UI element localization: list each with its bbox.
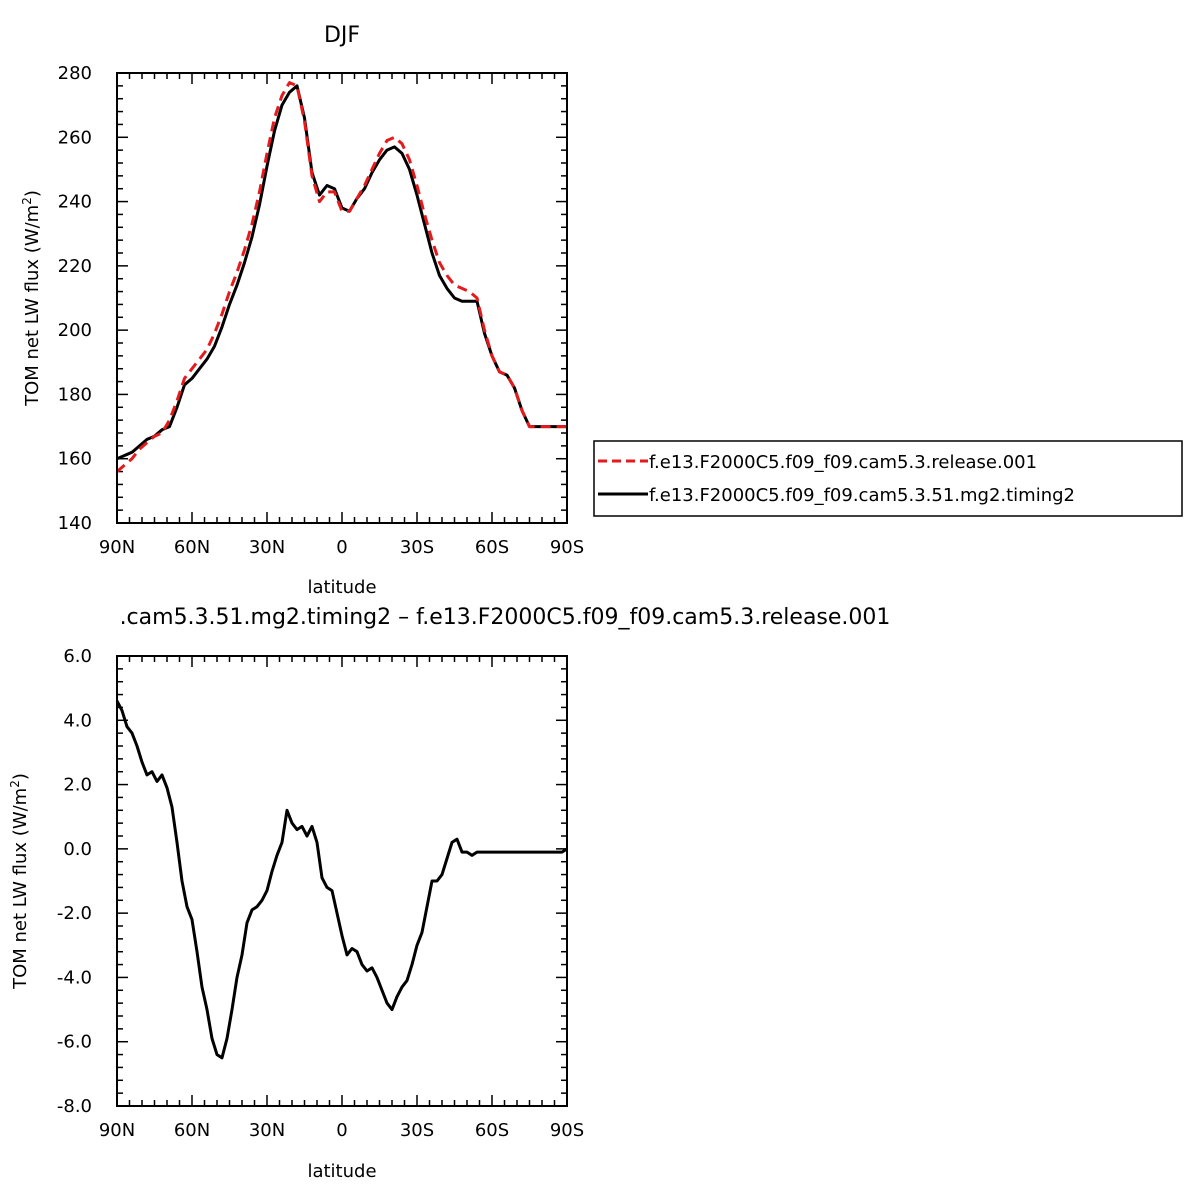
top-panel-y-axis-label-sup: 2 (20, 197, 34, 205)
bottom-x-tick-label: 90N (99, 1120, 135, 1141)
top-y-tick-label: 160 (58, 449, 92, 470)
top-series-line-0 (116, 81, 567, 473)
bottom-panel-x-axis-label: latitude (307, 1161, 376, 1182)
top-panel-x-tick-labels: 90N 60N 30N 0 30S 60S 90S (99, 537, 584, 558)
bottom-x-tick-label: 60S (475, 1120, 509, 1141)
bottom-y-tick-label: -6.0 (57, 1032, 92, 1053)
bottom-y-tick-label: -4.0 (57, 967, 92, 988)
legend-box (593, 440, 1183, 517)
top-x-tick-label: 90N (99, 537, 135, 558)
top-panel-x-axis-label: latitude (307, 577, 376, 598)
bottom-y-tick-label: 4.0 (63, 710, 92, 731)
top-x-tick-label: 30N (249, 537, 285, 558)
bottom-panel-y-axis-label-sup: 2 (8, 780, 22, 788)
top-panel-series (116, 81, 567, 473)
bottom-x-tick-label: 30N (249, 1120, 285, 1141)
top-panel-ticks (116, 72, 568, 524)
top-panel-djf: DJF 90N 60N 30N 0 30S 60S 90S 140 160 180 200 220 2… (20, 23, 1183, 598)
bottom-x-tick-label: 0 (336, 1120, 347, 1141)
top-panel-title: DJF (324, 23, 360, 48)
legend-label-timing2: f.e13.F2000C5.f09_f09.cam5.3.51.mg2.timi… (649, 485, 1075, 506)
top-panel-y-axis-label-tail: ) (22, 190, 43, 197)
top-y-tick-label: 240 (58, 192, 92, 213)
bottom-panel-difference: .cam5.3.51.mg2.timing2 – f.e13.F2000C5.f… (8, 605, 890, 1182)
top-y-tick-label: 260 (58, 127, 92, 148)
top-panel-y-axis-label: TOM net LW flux (W/m2) (20, 190, 43, 407)
top-y-tick-label: 220 (58, 256, 92, 277)
top-y-tick-label: 280 (58, 63, 92, 84)
top-panel-y-tick-labels: 140 160 180 200 220 240 260 280 (58, 63, 92, 534)
bottom-panel-series (115, 700, 568, 1060)
top-y-tick-label: 180 (58, 384, 92, 405)
bottom-y-tick-label: 6.0 (63, 646, 92, 667)
top-series-line-1 (116, 84, 567, 461)
bottom-y-tick-label: 2.0 (63, 775, 92, 796)
bottom-y-tick-label: 0.0 (63, 839, 92, 860)
top-x-tick-label: 30S (400, 537, 434, 558)
top-panel-frame (116, 72, 568, 524)
top-x-tick-label: 90S (550, 537, 584, 558)
bottom-y-tick-label: -8.0 (57, 1096, 92, 1117)
top-y-tick-label: 140 (58, 513, 92, 534)
legend-label-release: f.e13.F2000C5.f09_f09.cam5.3.release.001 (649, 452, 1037, 473)
bottom-panel-y-axis-label-tail: ) (10, 773, 31, 780)
bottom-x-tick-label: 90S (550, 1120, 584, 1141)
top-x-tick-label: 60N (174, 537, 210, 558)
top-y-tick-label: 200 (58, 320, 92, 341)
legend: f.e13.F2000C5.f09_f09.cam5.3.release.001… (593, 440, 1183, 517)
bottom-panel-x-tick-labels: 90N 60N 30N 0 30S 60S 90S (99, 1120, 584, 1141)
bottom-series-line-0 (115, 700, 568, 1060)
bottom-panel-title: .cam5.3.51.mg2.timing2 – f.e13.F2000C5.f… (120, 605, 891, 630)
bottom-x-tick-label: 30S (400, 1120, 434, 1141)
top-x-tick-label: 0 (336, 537, 347, 558)
bottom-panel-y-axis-label: TOM net LW flux (W/m2) (8, 773, 31, 990)
top-x-tick-label: 60S (475, 537, 509, 558)
bottom-x-tick-label: 60N (174, 1120, 210, 1141)
bottom-panel-y-tick-labels: -8.0 -6.0 -4.0 -2.0 0.0 2.0 4.0 6.0 (57, 646, 92, 1117)
bottom-panel-ticks (116, 655, 568, 1107)
bottom-panel-frame (116, 655, 568, 1107)
bottom-y-tick-label: -2.0 (57, 903, 92, 924)
